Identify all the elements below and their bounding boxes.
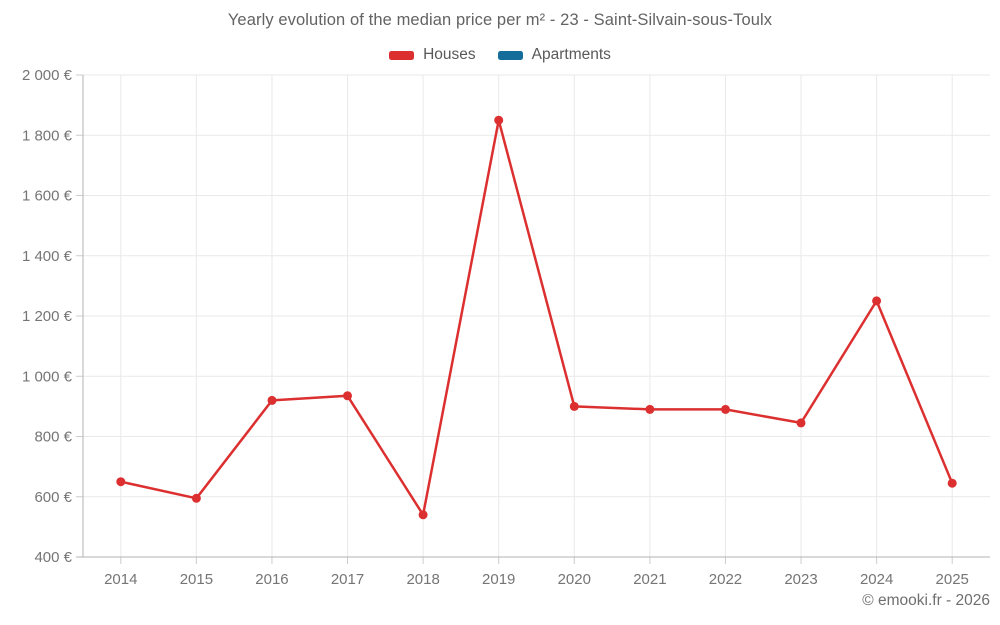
legend-swatch-houses <box>389 50 415 60</box>
data-point[interactable] <box>343 391 352 401</box>
x-axis-label: 2016 <box>255 571 288 588</box>
x-axis-label: 2017 <box>331 571 364 588</box>
data-point[interactable] <box>721 404 730 414</box>
x-axis-label: 2020 <box>558 571 591 588</box>
data-point[interactable] <box>494 115 504 125</box>
x-axis-label: 2021 <box>633 571 666 588</box>
data-point[interactable] <box>267 395 277 405</box>
legend-swatch-apartments <box>497 50 523 60</box>
data-point[interactable] <box>796 418 806 428</box>
y-axis-label: 800 € <box>34 429 72 446</box>
y-axis-label: 1 400 € <box>22 248 73 265</box>
legend-item-houses[interactable]: Houses <box>389 46 476 64</box>
x-axis-label: 2015 <box>180 571 213 588</box>
x-axis-label: 2014 <box>104 571 137 588</box>
x-axis-label: 2019 <box>482 571 515 588</box>
y-axis-label: 1 800 € <box>22 127 73 144</box>
y-axis-label: 1 000 € <box>22 368 73 385</box>
y-axis-label: 1 200 € <box>22 308 73 325</box>
y-axis-label: 2 000 € <box>22 67 73 84</box>
chart-title: Yearly evolution of the median price per… <box>227 11 773 29</box>
x-axis-label: 2025 <box>936 571 969 588</box>
copyright-watermark: © emooki.fr - 2026 <box>862 592 990 609</box>
x-axis-label: 2022 <box>709 571 742 588</box>
series-line-houses <box>119 118 954 517</box>
data-point[interactable] <box>947 478 957 488</box>
chart-legend: Houses Apartments <box>0 46 1000 64</box>
data-point[interactable] <box>418 510 428 520</box>
y-axis-label: 1 600 € <box>22 188 73 205</box>
legend-label-apartments: Apartments <box>531 46 611 63</box>
data-point[interactable] <box>645 404 655 414</box>
x-axis-label: 2023 <box>784 571 817 588</box>
legend-item-apartments[interactable]: Apartments <box>497 46 611 64</box>
data-point[interactable] <box>116 477 126 487</box>
y-axis-label: 600 € <box>34 489 72 506</box>
x-axis-label: 2024 <box>860 571 893 588</box>
data-point[interactable] <box>191 493 201 503</box>
data-point[interactable] <box>872 296 882 306</box>
data-point[interactable] <box>569 401 579 411</box>
y-axis-label: 400 € <box>34 549 72 566</box>
x-axis-label: 2018 <box>406 571 439 588</box>
legend-label-houses: Houses <box>423 46 476 63</box>
